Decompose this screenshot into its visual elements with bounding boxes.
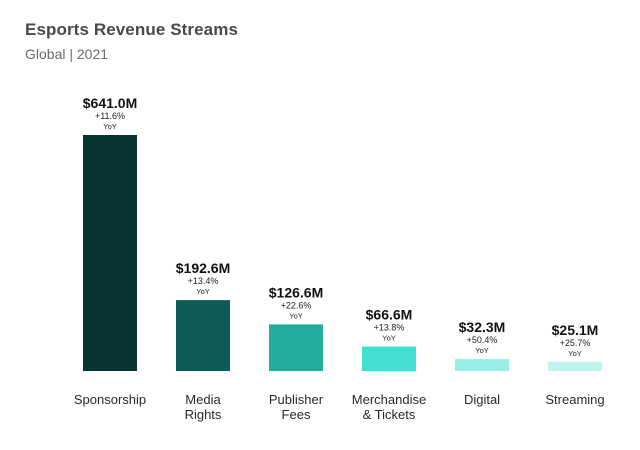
bar [176,300,230,371]
yoy-label: YoY [382,333,396,342]
bar [269,324,323,371]
category-label: Rights [185,407,222,422]
yoy-change-label: +13.8% [374,322,405,332]
category-label: Media [185,392,221,407]
value-label: $192.6M [176,260,230,276]
category-label: Sponsorship [74,392,146,407]
value-label: $32.3M [459,319,506,335]
value-label: $641.0M [83,95,137,111]
bar [548,361,602,371]
value-label: $25.1M [552,322,599,338]
yoy-change-label: +13.4% [188,276,219,286]
bar [455,359,509,371]
yoy-label: YoY [103,122,117,131]
category-label: Digital [464,392,500,407]
chart-subtitle: Global | 2021 [25,46,109,62]
category-label: & Tickets [363,407,416,422]
category-label: Streaming [545,392,604,407]
chart-title: Esports Revenue Streams [25,20,238,39]
yoy-change-label: +11.6% [95,111,125,121]
yoy-label: YoY [568,349,582,358]
category-label: Merchandise [352,392,426,407]
value-label: $126.6M [269,284,323,300]
yoy-label: YoY [289,311,303,320]
yoy-change-label: +22.6% [281,300,312,310]
category-label: Fees [282,407,311,422]
bar [83,135,137,371]
yoy-change-label: +50.4% [467,335,498,345]
yoy-label: YoY [475,346,489,355]
yoy-label: YoY [196,287,210,296]
yoy-change-label: +25.7% [560,338,591,348]
value-label: $66.6M [366,306,413,322]
bar [362,346,416,371]
category-label: Publisher [269,392,324,407]
